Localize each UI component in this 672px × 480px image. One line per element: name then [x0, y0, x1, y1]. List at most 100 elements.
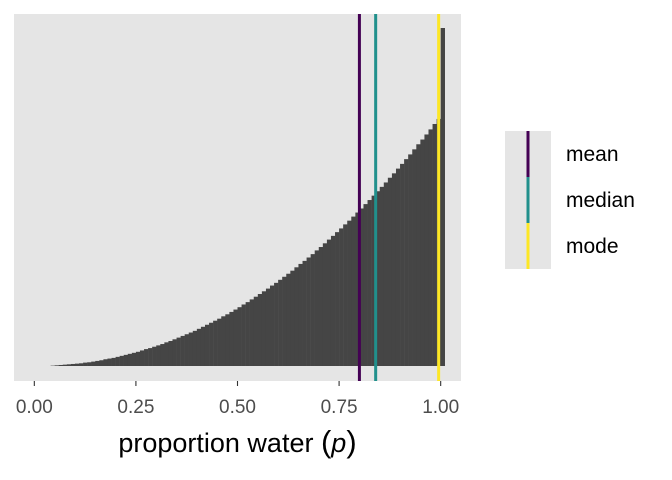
histogram-bar — [298, 263, 303, 366]
histogram-bar — [339, 228, 344, 366]
histogram-bar — [83, 362, 88, 366]
histogram-bar — [302, 260, 307, 366]
histogram-bar — [416, 144, 421, 366]
histogram-bar — [196, 328, 202, 366]
histogram-bar — [420, 139, 425, 366]
histogram-bar — [408, 154, 413, 366]
x-tick-label: 0.00 — [16, 397, 53, 418]
histogram-bar — [225, 314, 230, 366]
histogram-bar — [351, 216, 356, 366]
histogram-bar — [318, 247, 324, 366]
histogram-bar — [404, 159, 409, 366]
histogram-bar — [310, 254, 315, 366]
histogram-bar — [412, 149, 417, 366]
histogram-bar — [440, 28, 445, 366]
histogram-bar — [265, 288, 271, 366]
histogram-bar — [115, 356, 120, 366]
histogram-bar — [335, 232, 340, 366]
histogram-bar — [139, 350, 145, 366]
x-axis-title: proportion water (p) — [118, 424, 356, 459]
histogram-bar — [245, 302, 250, 366]
histogram-bar — [213, 320, 218, 366]
histogram-bar — [400, 163, 405, 366]
histogram-bar — [66, 364, 72, 366]
histogram-bar — [95, 360, 100, 366]
x-axis-title-symbol: p — [330, 428, 346, 458]
histogram-bar — [123, 354, 129, 366]
histogram-bar — [286, 273, 291, 366]
histogram-bar — [127, 353, 133, 366]
histogram-bar — [253, 296, 259, 366]
histogram-bar — [58, 364, 64, 366]
histogram-bar — [70, 363, 76, 366]
x-axis-title-paren: ( — [321, 424, 332, 459]
x-tick-label: 0.75 — [321, 397, 358, 418]
histogram-bar — [172, 339, 177, 366]
legend: mean median mode — [505, 131, 635, 269]
histogram-bar — [375, 191, 380, 366]
legend-label-median: median — [566, 189, 635, 212]
histogram-bar — [432, 123, 437, 367]
histogram-bar — [144, 349, 149, 366]
x-axis-title-paren: ) — [346, 424, 356, 459]
histogram-bar — [290, 270, 295, 366]
x-tick-label: 0.25 — [117, 397, 154, 418]
histogram-bar — [379, 186, 385, 366]
histogram-bar — [241, 304, 246, 366]
histogram-bar — [278, 279, 283, 366]
histogram-bar — [347, 220, 352, 366]
histogram-bar — [119, 355, 124, 366]
histogram-bar — [221, 316, 226, 366]
histogram-bar — [274, 282, 279, 366]
histogram-bars — [50, 28, 445, 367]
histogram-bar — [192, 330, 198, 366]
histogram-bar — [160, 344, 165, 366]
histogram-bar — [152, 346, 157, 366]
legend-label-mean: mean — [566, 143, 619, 166]
histogram-bar — [428, 129, 433, 366]
x-tick-label: 1.00 — [422, 397, 459, 418]
histogram-bar — [87, 362, 92, 366]
histogram-bar — [282, 276, 287, 366]
histogram-bar — [135, 351, 141, 366]
histogram-bar — [363, 204, 368, 366]
histogram-bar — [107, 358, 112, 366]
histogram-bar — [237, 307, 242, 366]
histogram-bar — [209, 322, 214, 366]
histogram-bar — [371, 195, 376, 366]
histogram-bar — [184, 334, 189, 366]
histogram-bar — [156, 345, 161, 366]
histogram-bar — [131, 352, 137, 366]
legend-label-mode: mode — [566, 235, 619, 258]
x-axis-title-text: proportion water — [118, 428, 321, 458]
histogram-bar — [249, 299, 254, 366]
histogram-bar — [395, 168, 401, 366]
histogram-bar — [383, 182, 389, 366]
histogram-bar — [322, 243, 328, 366]
histogram-bar — [111, 357, 116, 366]
histogram-bar — [306, 257, 311, 366]
histogram-bar — [424, 134, 429, 366]
histogram-bar — [62, 364, 68, 366]
x-axis: 0.00 0.25 0.50 0.75 1.00 — [16, 381, 459, 418]
histogram-bar — [387, 177, 393, 366]
histogram-bar — [314, 250, 320, 366]
histogram-bar — [54, 365, 59, 366]
histogram-bar — [168, 340, 173, 366]
histogram-bar — [261, 291, 267, 366]
histogram-bar — [200, 326, 206, 366]
histogram-bar — [99, 360, 104, 366]
histogram-bar — [91, 361, 96, 366]
histogram-bar — [257, 294, 263, 366]
histogram-bar — [355, 212, 360, 366]
histogram-bar — [330, 235, 336, 366]
histogram-bar — [188, 332, 194, 366]
histogram-bar — [343, 224, 348, 366]
histogram-bar — [359, 208, 364, 366]
histogram-bar — [79, 363, 84, 366]
histogram-bar — [176, 337, 181, 366]
histogram-bar — [229, 311, 234, 366]
histogram-bar — [164, 342, 169, 366]
x-tick-label: 0.50 — [219, 397, 256, 418]
